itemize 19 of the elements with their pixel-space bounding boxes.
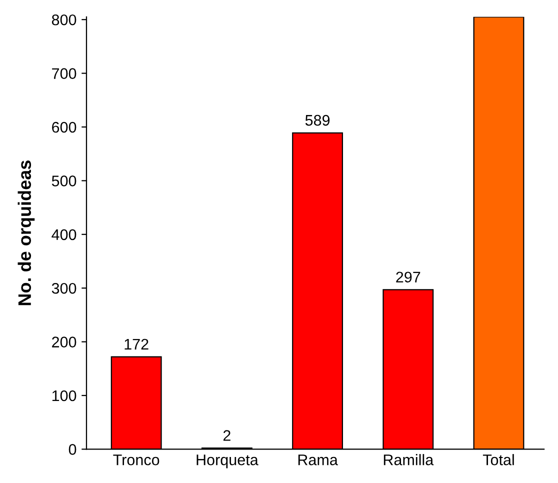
y-tick-label: 600 xyxy=(52,122,76,133)
y-tick-label: 700 xyxy=(52,68,76,79)
data-label: 2 xyxy=(223,430,230,441)
y-tick-label: 200 xyxy=(52,336,76,348)
y-tick-label: 0 xyxy=(68,444,76,455)
y-tick-label: 100 xyxy=(52,390,76,402)
x-tick-label: Tronco xyxy=(113,454,160,466)
x-tick-label: Rama xyxy=(298,454,338,466)
y-tick-label: 300 xyxy=(52,282,76,294)
data-label: 172 xyxy=(124,338,148,350)
y-tick-label: 800 xyxy=(52,14,76,26)
x-tick-label: Horqueta xyxy=(196,454,258,468)
x-tick-label: Ramilla xyxy=(384,454,434,466)
x-tick-label: Total xyxy=(482,454,514,466)
data-label: 589 xyxy=(305,114,330,126)
y-tick-label: 400 xyxy=(52,229,76,240)
y-axis-title: No. de orquideas xyxy=(18,160,35,306)
y-tick-label: 500 xyxy=(52,176,76,186)
data-label: 297 xyxy=(396,272,420,283)
